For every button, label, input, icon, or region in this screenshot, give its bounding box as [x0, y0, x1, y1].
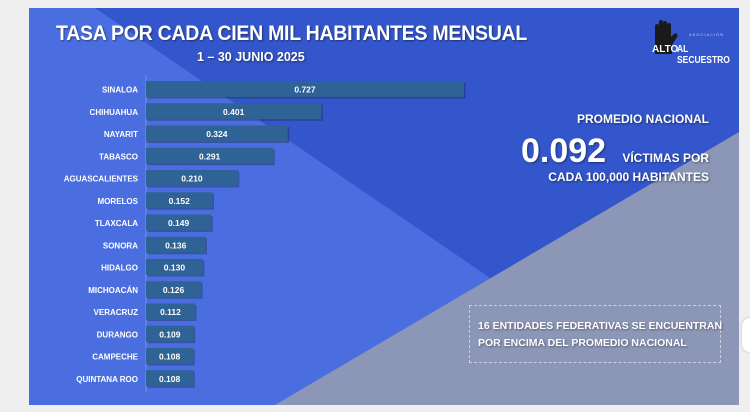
bar-chart: SINALOA 0.727 CHIHUAHUA 0.401 NAYARIT 0.324 TA… [64, 75, 466, 393]
logo: ASOCIACIÓN ALTO AL SECUESTRO [651, 20, 739, 66]
note-line2: POR ENCIMA DEL PROMEDIO NACIONAL [478, 337, 687, 349]
bar [146, 170, 238, 186]
bar [146, 325, 194, 342]
data-label: 0.108 [159, 374, 181, 384]
bar [146, 281, 202, 298]
data-label: 0.136 [165, 240, 187, 250]
note-line1: 16 ENTIDADES FEDERATIVAS SE ENCUENTRAN [478, 320, 723, 332]
average-value: 0.092 [521, 132, 607, 170]
category-label: DURANGO [97, 330, 138, 339]
bar [146, 125, 288, 142]
note-box: 16 ENTIDADES FEDERATIVAS SE ENCUENTRAN P… [469, 305, 723, 363]
edge-handle[interactable] [742, 318, 750, 352]
data-label: 0.109 [159, 329, 181, 339]
data-label: 0.130 [164, 263, 186, 273]
category-label: AGUASCALIENTES [64, 175, 139, 184]
slide: TASA POR CADA CIEN MIL HABITANTES MENSUA… [29, 8, 739, 405]
data-label: 0.149 [168, 218, 190, 228]
data-label: 0.727 [294, 85, 316, 95]
data-label: 0.126 [163, 285, 185, 295]
hand-icon [655, 20, 678, 54]
logo-alto: ALTO [652, 44, 679, 55]
data-label: 0.210 [181, 174, 203, 184]
data-label: 0.291 [199, 151, 221, 161]
bar [146, 259, 203, 275]
category-label: SINALOA [102, 86, 138, 95]
bar [146, 370, 194, 387]
data-label: 0.108 [159, 352, 181, 362]
category-label: VERACRUZ [94, 308, 139, 317]
logo-asociacion: ASOCIACIÓN [689, 32, 725, 37]
average-unit-line2: CADA 100,000 HABITANTES [548, 170, 709, 184]
category-label: SONORA [103, 241, 138, 250]
logo-al-secuestro: AL SECUESTRO [677, 44, 730, 66]
data-label: 0.324 [206, 129, 228, 139]
chart-title: TASA POR CADA CIEN MIL HABITANTES MENSUA… [56, 22, 528, 45]
bar [146, 348, 194, 364]
category-label: NAYARIT [104, 130, 138, 139]
category-label: CAMPECHE [92, 353, 138, 362]
average-unit-line1: VÍCTIMAS POR [622, 151, 709, 165]
bar [146, 81, 464, 97]
data-label: 0.112 [160, 307, 181, 317]
category-label: TLAXCALA [95, 219, 138, 228]
chart-subtitle: 1 – 30 JUNIO 2025 [197, 50, 305, 64]
category-label: QUINTANA ROO [76, 375, 138, 384]
bar [146, 192, 213, 209]
data-label: 0.401 [223, 107, 245, 117]
data-label: 0.152 [169, 196, 191, 206]
category-label: HIDALGO [101, 264, 138, 273]
bar [146, 147, 274, 164]
category-label: MORELOS [98, 197, 139, 206]
category-label: TABASCO [99, 152, 138, 161]
category-label: CHIHUAHUA [90, 108, 139, 117]
bar [146, 214, 212, 231]
average-label: PROMEDIO NACIONAL [577, 112, 709, 126]
category-label: MICHOACÁN [88, 286, 138, 295]
bar [146, 236, 206, 253]
bg-gray-triangle [275, 132, 739, 405]
bar [146, 303, 195, 320]
bar [146, 103, 322, 120]
